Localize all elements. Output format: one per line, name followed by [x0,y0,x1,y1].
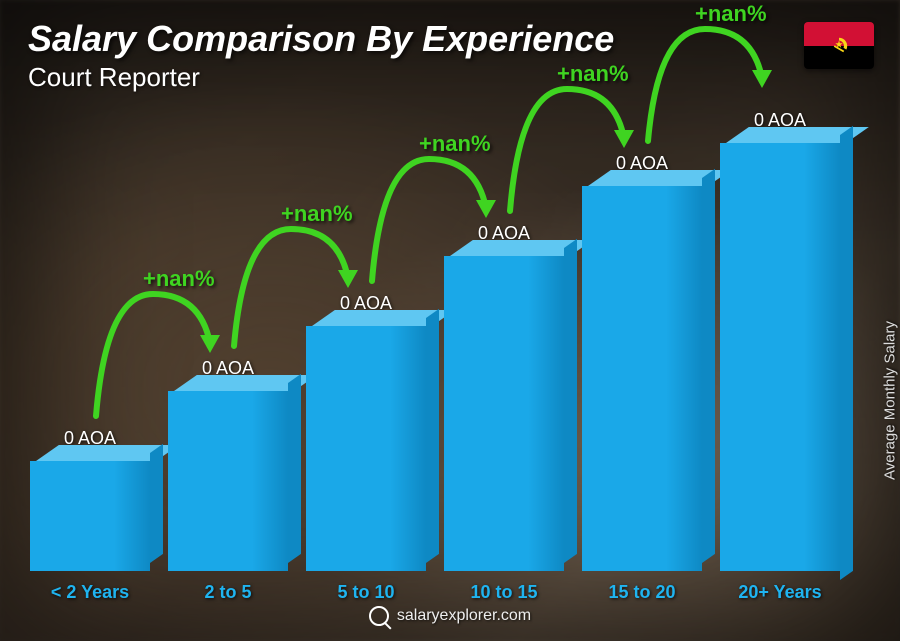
bar [582,186,702,571]
bar [720,143,840,571]
delta-label: +nan% [143,266,215,292]
bar [168,391,288,571]
bar-group: 0 AOA2 to 5 [168,110,288,571]
bar-group: 0 AOA5 to 10 [306,110,426,571]
y-axis-label: Average Monthly Salary [882,321,899,480]
bar-group: 0 AOA20+ Years [720,110,840,571]
bar-front-face [168,391,288,571]
bar-side-face [564,239,577,563]
bar-side-face [150,444,163,563]
bar-group: 0 AOA10 to 15 [444,110,564,571]
bar-group: 0 AOA< 2 Years [30,110,150,571]
bar [306,326,426,571]
site-name: salaryexplorer.com [397,607,531,625]
footer: salaryexplorer.com [0,606,900,631]
chart-subtitle: Court Reporter [28,62,614,93]
chart-title: Salary Comparison By Experience [28,18,614,60]
delta-label: +nan% [281,201,353,227]
delta-label: +nan% [695,1,767,27]
bar-front-face [30,461,150,571]
x-axis-label: 15 to 20 [608,582,675,603]
bar-group: 0 AOA15 to 20 [582,110,702,571]
bar-front-face [306,326,426,571]
flag-emblem-icon [828,35,850,57]
bar-side-face [426,309,439,563]
x-axis-label: 10 to 15 [470,582,537,603]
bar-chart: 0 AOA< 2 Years0 AOA2 to 50 AOA5 to 100 A… [30,110,840,571]
delta-label: +nan% [419,131,491,157]
bar-front-face [720,143,840,571]
delta-label: +nan% [557,61,629,87]
x-axis-label: < 2 Years [51,582,129,603]
country-flag-angola [804,22,874,69]
bar-side-face [840,126,853,580]
bar-side-face [288,374,301,563]
bar-side-face [702,169,715,563]
bar-front-face [444,256,564,571]
x-axis-label: 5 to 10 [337,582,394,603]
bar-front-face [582,186,702,571]
x-axis-label: 20+ Years [738,582,821,603]
bar [444,256,564,571]
bar [30,461,150,571]
x-axis-label: 2 to 5 [204,582,251,603]
header: Salary Comparison By Experience Court Re… [28,18,614,93]
site-logo-icon [369,606,389,626]
